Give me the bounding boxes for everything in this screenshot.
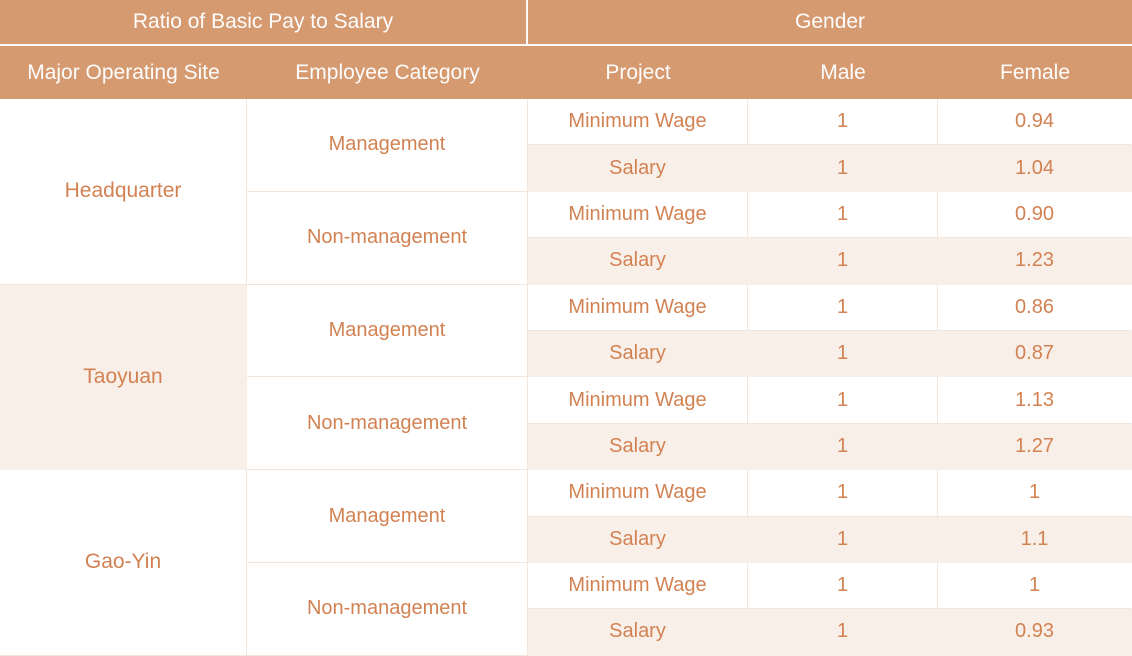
project-cell: Minimum Wage — [528, 562, 749, 610]
project-cell: Minimum Wage — [528, 470, 749, 517]
table-row: Gao-Yin Management Minimum Wage 1 1 — [0, 470, 1132, 656]
header-group-pay-ratio: Ratio of Basic Pay to Salary — [0, 0, 529, 46]
male-value-cell: 1 — [748, 516, 939, 563]
male-value-cell: 1 — [748, 99, 939, 146]
female-value-cell: 0.93 — [938, 609, 1132, 656]
female-value-cell: 1 — [938, 562, 1132, 610]
project-cell: Minimum Wage — [528, 99, 749, 146]
project-cell: Salary — [528, 238, 749, 285]
site-cell-taoyuan: Taoyuan — [0, 284, 247, 471]
male-value-cell: 1 — [748, 377, 939, 424]
male-value-cell: 1 — [748, 609, 939, 656]
site-cell-headquarter: Headquarter — [0, 99, 247, 285]
header-column-row: Major Operating Site Employee Category P… — [0, 46, 1132, 99]
male-value-cell: 1 — [748, 191, 939, 239]
female-value-cell: 1.1 — [938, 516, 1132, 563]
project-cell: Salary — [528, 423, 749, 471]
header-group-row: Ratio of Basic Pay to Salary Gender — [0, 0, 1132, 46]
female-value-cell: 1.23 — [938, 238, 1132, 285]
category-cell-non-management: Non-management — [247, 562, 529, 656]
table-row: Non-management Minimum Wage 1 1 — [0, 562, 1132, 656]
header-group-gender: Gender — [528, 0, 1132, 46]
category-cell-management: Management — [247, 99, 529, 192]
table-row: Non-management Minimum Wage 1 0.90 — [0, 191, 1132, 285]
project-cell: Salary — [528, 330, 749, 378]
female-value-cell: 1.13 — [938, 377, 1132, 424]
male-value-cell: 1 — [748, 145, 939, 192]
table-body: Headquarter Management Minimum Wage 1 0.… — [0, 99, 1132, 656]
category-cell-management: Management — [247, 470, 529, 563]
table-row: Headquarter Management Minimum Wage 1 0.… — [0, 99, 1132, 285]
project-cell: Salary — [528, 145, 749, 192]
table-row: Taoyuan Management Minimum Wage 1 0.86 — [0, 284, 1132, 471]
male-value-cell: 1 — [748, 562, 939, 610]
table-row: Salary 1 1.1 — [0, 516, 1132, 563]
female-value-cell: 0.94 — [938, 99, 1132, 146]
column-header-project: Project — [528, 46, 749, 99]
table-row: Salary 1 0.87 — [0, 330, 1132, 378]
male-value-cell: 1 — [748, 423, 939, 471]
table-header: Ratio of Basic Pay to Salary Gender Majo… — [0, 0, 1132, 99]
female-value-cell: 1.27 — [938, 423, 1132, 471]
category-cell-management: Management — [247, 284, 529, 378]
female-value-cell: 1.04 — [938, 145, 1132, 192]
project-cell: Minimum Wage — [528, 284, 749, 331]
column-header-male: Male — [748, 46, 939, 99]
column-header-female: Female — [938, 46, 1132, 99]
male-value-cell: 1 — [748, 284, 939, 331]
female-value-cell: 1 — [938, 470, 1132, 517]
project-cell: Minimum Wage — [528, 377, 749, 424]
column-header-employee-category: Employee Category — [247, 46, 529, 99]
category-cell-non-management: Non-management — [247, 191, 529, 285]
table-row: Salary 1 1.23 — [0, 238, 1132, 285]
table-row: Salary 1 1.27 — [0, 423, 1132, 471]
female-value-cell: 0.87 — [938, 330, 1132, 378]
table-row: Salary 1 1.04 — [0, 145, 1132, 192]
site-cell-gao-yin: Gao-Yin — [0, 470, 247, 656]
male-value-cell: 1 — [748, 238, 939, 285]
project-cell: Minimum Wage — [528, 191, 749, 239]
female-value-cell: 0.86 — [938, 284, 1132, 331]
table-row: Non-management Minimum Wage 1 1.13 — [0, 377, 1132, 471]
male-value-cell: 1 — [748, 330, 939, 378]
male-value-cell: 1 — [748, 470, 939, 517]
project-cell: Salary — [528, 516, 749, 563]
category-cell-non-management: Non-management — [247, 377, 529, 471]
female-value-cell: 0.90 — [938, 191, 1132, 239]
column-header-major-operating-site: Major Operating Site — [0, 46, 247, 99]
project-cell: Salary — [528, 609, 749, 656]
table-row: Salary 1 0.93 — [0, 609, 1132, 656]
